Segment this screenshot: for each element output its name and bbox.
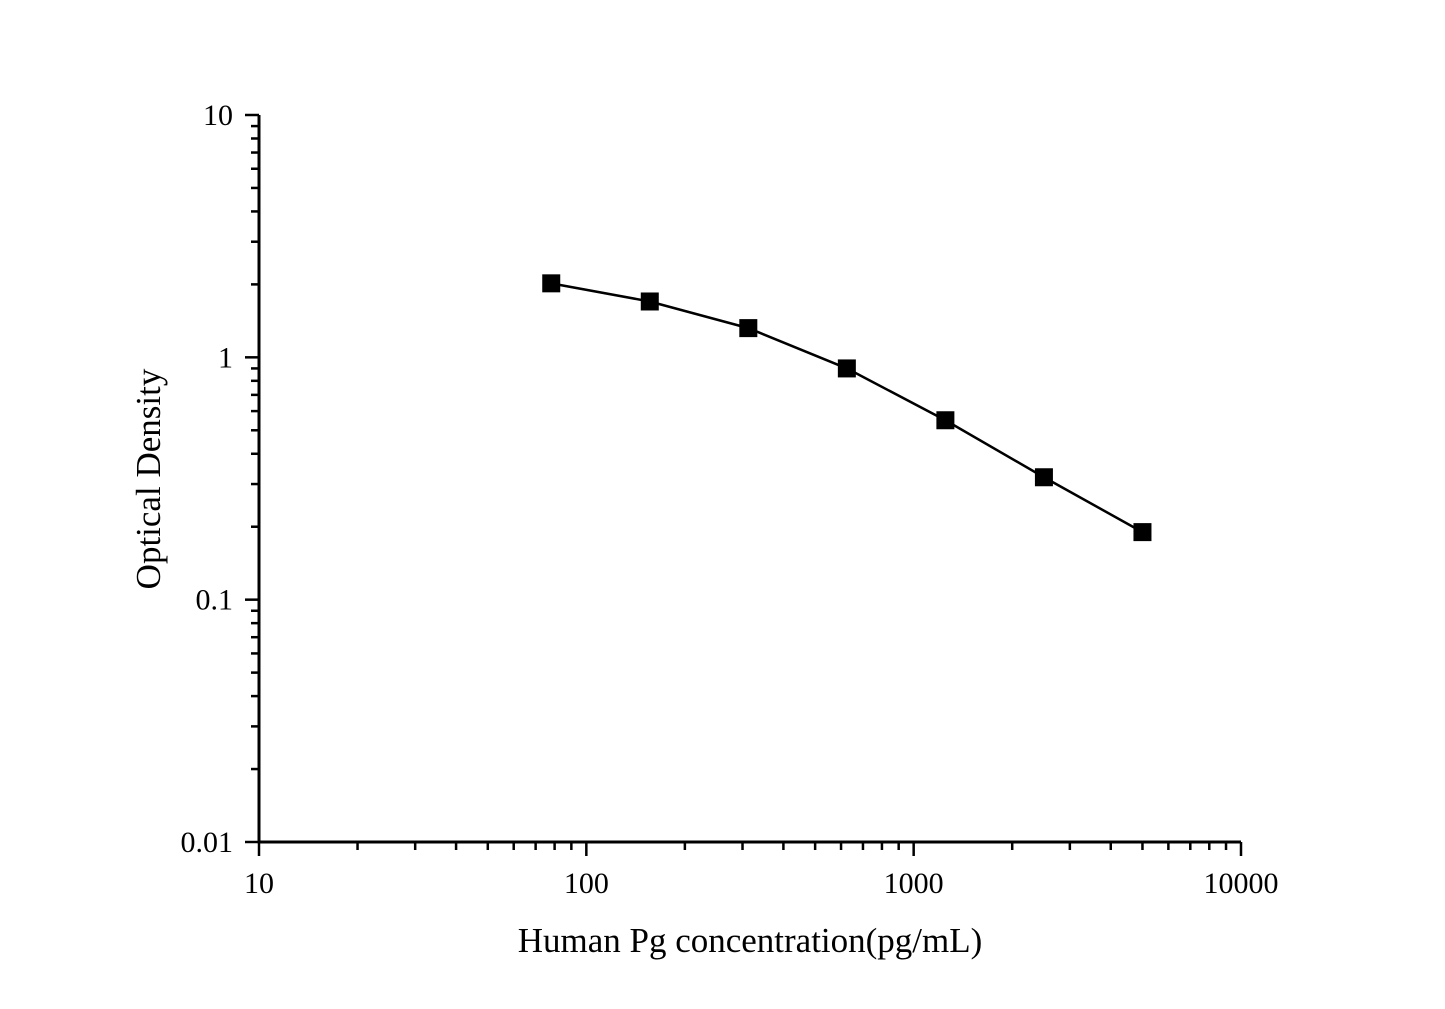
x-tick-label: 10 — [244, 867, 274, 900]
x-tick-label: 1000 — [884, 867, 944, 900]
data-point-marker — [837, 359, 856, 378]
series-line — [551, 282, 1144, 534]
ticks-layer — [245, 113, 1243, 856]
tick-labels-layer: 10 100 1000 10000 0.01 0.1 1 10 — [181, 99, 1279, 900]
y-tick-label: 0.1 — [196, 584, 234, 617]
x-tick-label: 100 — [564, 867, 609, 900]
data-point-marker — [1034, 468, 1053, 487]
data-point-marker — [739, 319, 758, 338]
y-tick-label: 0.01 — [181, 826, 234, 859]
y-tick-label: 1 — [218, 341, 233, 374]
y-axis-title: Optical Density — [129, 368, 168, 589]
data-point-marker — [936, 411, 955, 430]
x-axis-title: Human Pg concentration(pg/mL) — [518, 921, 983, 960]
y-tick-label: 10 — [203, 99, 233, 132]
series-layer — [542, 274, 1152, 542]
axes-layer — [257, 115, 1241, 844]
data-point-marker — [1133, 523, 1152, 542]
x-tick-label: 10000 — [1204, 867, 1279, 900]
data-point-marker — [542, 274, 561, 293]
data-point-marker — [640, 292, 659, 311]
